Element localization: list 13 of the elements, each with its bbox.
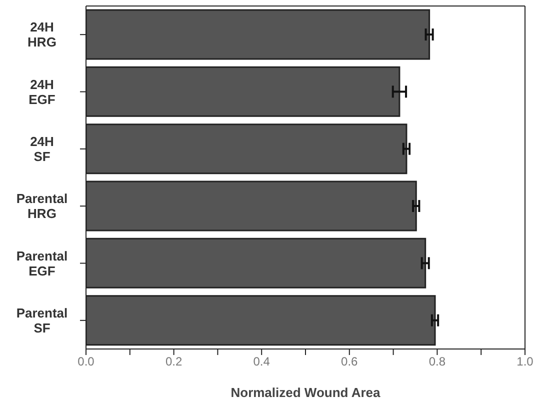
y-tick-label: Parental EGF (16, 248, 68, 278)
y-tick-label: 24H EGF (28, 76, 56, 107)
y-tick-label: 24H HRG (28, 20, 56, 50)
x-tick-label: 0.6 (341, 354, 358, 369)
x-tick-label: 0.8 (428, 354, 446, 369)
x-tick-label: 0.0 (78, 354, 95, 369)
x-axis-title: Normalized Wound Area (230, 385, 382, 400)
x-tick-label: 0.4 (253, 354, 270, 369)
x-tick-label: 0.2 (165, 354, 182, 369)
y-tick-label: Parental SF (16, 305, 68, 336)
x-tick-label: 1.0 (516, 354, 534, 369)
y-tick-label: 24H SF (30, 134, 54, 164)
y-tick-label: Parental HRG (16, 191, 68, 222)
